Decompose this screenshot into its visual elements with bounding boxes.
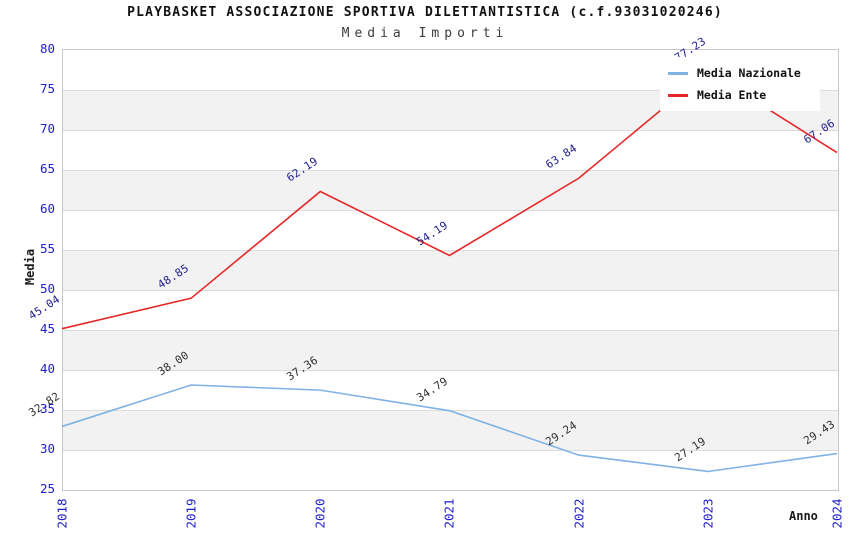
y-tick-label: 65 [39, 161, 55, 176]
gridline [63, 170, 838, 171]
y-tick-label: 60 [39, 201, 55, 216]
legend-swatch [668, 71, 688, 75]
y-tick-label: 75 [39, 81, 55, 96]
legend-swatch [668, 93, 688, 97]
gridline [63, 130, 838, 131]
x-tick-label: 2020 [312, 497, 328, 529]
x-tick-label: 2018 [54, 497, 70, 529]
legend-item: Media Nazionale [668, 62, 820, 84]
background-band [63, 370, 838, 410]
y-tick-label: 80 [39, 41, 55, 56]
gridline [63, 330, 838, 331]
gridline [63, 410, 838, 411]
x-axis-label: Anno [789, 509, 818, 523]
gridline [63, 250, 838, 251]
y-tick-label: 70 [39, 121, 55, 136]
legend: Media Nazionale Media Ente [660, 57, 820, 111]
legend-label: Media Nazionale [697, 66, 801, 80]
legend-item: Media Ente [668, 84, 820, 106]
y-tick-label: 25 [39, 481, 55, 496]
background-band [63, 410, 838, 450]
legend-label: Media Ente [697, 88, 767, 102]
x-tick-label: 2023 [700, 497, 716, 529]
y-axis-label: Media [23, 248, 37, 286]
background-band [63, 290, 838, 330]
y-tick-label: 50 [39, 281, 55, 296]
chart-subtitle: Media Importi [341, 26, 509, 41]
y-tick-label: 55 [39, 241, 55, 256]
background-band [63, 130, 838, 170]
gridline [63, 210, 838, 211]
background-band [63, 450, 838, 490]
chart-title: PLAYBASKET ASSOCIAZIONE SPORTIVA DILETTA… [127, 5, 723, 20]
background-band [63, 170, 838, 210]
gridline [63, 370, 838, 371]
x-tick-label: 2022 [571, 497, 587, 529]
x-tick-label: 2024 [829, 497, 845, 529]
gridline [63, 450, 838, 451]
x-tick-label: 2021 [442, 497, 458, 529]
background-band [63, 330, 838, 370]
y-tick-label: 30 [39, 441, 55, 456]
y-tick-label: 40 [39, 361, 55, 376]
gridline [63, 290, 838, 291]
background-band [63, 210, 838, 250]
x-tick-label: 2019 [183, 497, 199, 529]
y-tick-label: 45 [39, 321, 55, 336]
y-tick-label: 35 [39, 401, 55, 416]
